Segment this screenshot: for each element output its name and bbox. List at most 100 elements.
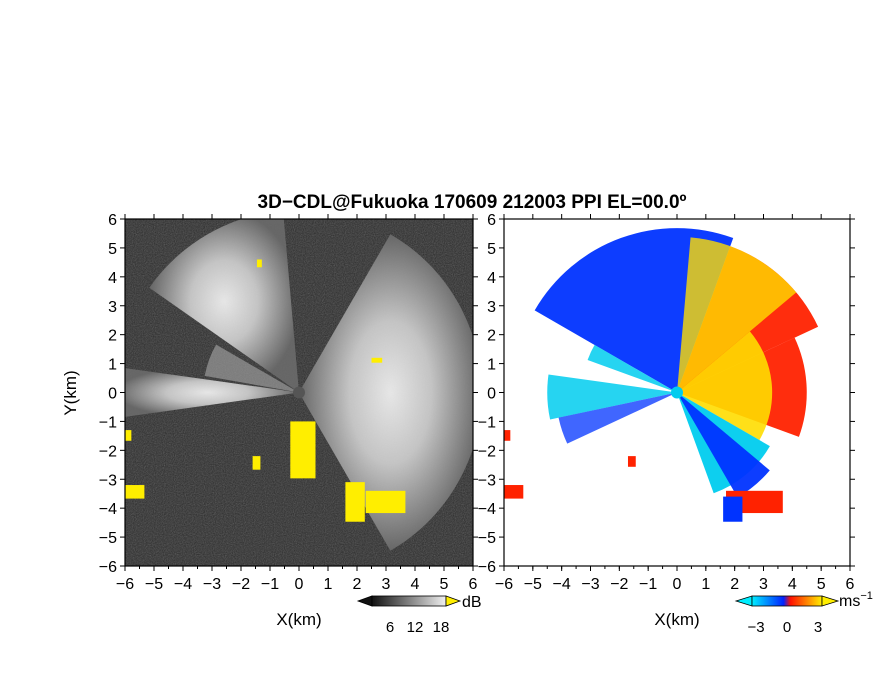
velocity-sector — [547, 374, 677, 420]
clutter-patch — [504, 485, 524, 499]
y-tick-label: −2 — [99, 443, 117, 460]
x-tick-label: 5 — [440, 576, 449, 593]
x-tick-label: 4 — [411, 576, 420, 593]
colorbar-left-arrow — [356, 595, 373, 607]
clutter-patch — [504, 430, 511, 441]
colorbar-tick-label: 18 — [433, 619, 450, 636]
x-tick-label: −4 — [553, 576, 571, 593]
colorbar-left-arrow — [734, 595, 753, 607]
x-tick-label: −6 — [116, 576, 134, 593]
clutter-patch — [345, 482, 365, 522]
y-tick-label: −4 — [99, 501, 117, 518]
x-tick-label: 0 — [673, 576, 682, 593]
y-tick-label: −6 — [478, 559, 496, 576]
colorbar-tick-label: 6 — [386, 619, 394, 636]
x-tick-label: −2 — [232, 576, 250, 593]
x-tick-label: −6 — [495, 576, 513, 593]
colorbar-unit: dB — [462, 594, 482, 611]
velocity-sector — [587, 344, 677, 393]
y-tick-label: 1 — [487, 357, 496, 374]
x-tick-label: −5 — [524, 576, 542, 593]
y-tick-label: −3 — [99, 472, 117, 489]
x-tick-label: 2 — [353, 576, 362, 593]
x-tick-label: −3 — [203, 576, 221, 593]
colorbar-tick-label: 12 — [407, 619, 424, 636]
colorbar-tick-label: 0 — [783, 619, 791, 636]
x-tick-label: 1 — [701, 576, 710, 593]
left-y-axis-label: Y(km) — [61, 370, 80, 415]
colorbar-right-arrow — [821, 595, 840, 607]
y-tick-label: 5 — [487, 241, 496, 258]
x-tick-label: 4 — [788, 576, 797, 593]
velocity-sector — [677, 237, 797, 393]
clutter-patch — [125, 430, 132, 441]
x-tick-label: 3 — [759, 576, 768, 593]
data-field — [125, 219, 473, 566]
x-tick-label: −4 — [174, 576, 192, 593]
y-tick-label: 4 — [108, 270, 117, 287]
y-tick-label: −1 — [99, 414, 117, 431]
x-tick-label: −1 — [639, 576, 657, 593]
x-tick-label: −2 — [610, 576, 628, 593]
colorbar-gradient — [371, 595, 447, 607]
y-tick-label: 3 — [108, 299, 117, 316]
velocity-sector — [677, 331, 773, 441]
x-tick-label: −5 — [145, 576, 163, 593]
y-tick-label: −6 — [99, 559, 117, 576]
y-tick-label: −5 — [478, 530, 496, 547]
clutter-patch — [365, 490, 406, 514]
y-tick-label: −2 — [478, 443, 496, 460]
x-tick-label: 5 — [817, 576, 826, 593]
velocity-sector — [677, 392, 770, 498]
right-x-axis-label: X(km) — [654, 610, 699, 629]
y-tick-label: 5 — [108, 241, 117, 258]
y-tick-label: 1 — [108, 357, 117, 374]
radar-center — [671, 386, 683, 399]
x-tick-label: −3 — [581, 576, 599, 593]
y-tick-label: 2 — [487, 328, 496, 345]
y-tick-label: −5 — [99, 530, 117, 547]
x-tick-label: 6 — [846, 576, 855, 593]
echo-sector — [204, 344, 299, 393]
left-x-axis-label: X(km) — [276, 610, 321, 629]
x-tick-label: 3 — [382, 576, 391, 593]
velocity-colorbar: ms−1 −3 0 3 — [734, 590, 873, 636]
clutter-patch — [290, 421, 316, 479]
clutter-patch — [125, 485, 145, 499]
reflectivity-colorbar: dB 6 12 18 — [356, 594, 482, 636]
velocity-panel: −6 −5 −4 −3 −2 −1 0 1 2 3 4 5 6 6 5 4 3 2 1 0 −1 −2 −3 −4 −5 −6 — [478, 212, 855, 593]
colorbar-tick-label: 3 — [814, 619, 822, 636]
y-tick-label: 3 — [487, 299, 496, 316]
x-tick-label: 1 — [324, 576, 333, 593]
radar-center — [293, 386, 305, 399]
figure-title: 3D−CDL@Fukuoka 170609 212003 PPI EL=00.0… — [258, 192, 687, 213]
clutter-patch — [371, 357, 383, 363]
clutter-patch — [723, 496, 743, 522]
y-tick-label: 4 — [487, 270, 496, 287]
y-tick-label: −4 — [478, 501, 496, 518]
y-tick-label: 2 — [108, 328, 117, 345]
clutter-patch — [256, 259, 262, 268]
y-tick-label: 0 — [108, 386, 117, 403]
colorbar-right-arrow — [445, 595, 462, 607]
clutter-patch — [252, 456, 261, 470]
data-field — [504, 219, 850, 566]
y-tick-label: 0 — [487, 386, 496, 403]
x-tick-label: 6 — [469, 576, 478, 593]
echo-sector — [299, 234, 473, 551]
y-tick-label: −3 — [478, 472, 496, 489]
y-tick-label: 6 — [108, 212, 117, 229]
x-tick-label: 2 — [730, 576, 739, 593]
clutter-patch — [627, 456, 636, 467]
x-tick-label: 0 — [295, 576, 304, 593]
y-tick-label: −1 — [478, 414, 496, 431]
echo-sector — [125, 368, 299, 417]
x-tick-label: −1 — [261, 576, 279, 593]
y-tick-label: 6 — [487, 212, 496, 229]
colorbar-unit: ms−1 — [839, 590, 873, 610]
colorbar-tick-label: −3 — [747, 619, 764, 636]
reflectivity-panel: −6 −5 −4 −3 −2 −1 0 1 2 3 4 5 6 6 5 4 3 2 1 0 −1 −2 −3 −4 −5 −6 — [99, 212, 478, 593]
velocity-sector — [558, 392, 677, 444]
